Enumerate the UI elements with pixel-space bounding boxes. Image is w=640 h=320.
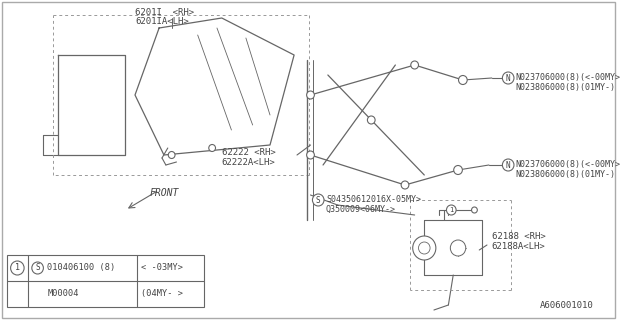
Text: N: N: [506, 161, 511, 170]
Text: N023706000(8)(<-00MY>: N023706000(8)(<-00MY>: [515, 73, 620, 82]
Circle shape: [419, 242, 430, 254]
Circle shape: [401, 181, 409, 189]
Text: 62188A<LH>: 62188A<LH>: [492, 242, 545, 251]
Bar: [7, 255, 204, 307]
Circle shape: [411, 61, 419, 69]
Text: 1: 1: [449, 207, 453, 213]
Text: 6201I  <RH>: 6201I <RH>: [135, 8, 194, 17]
Circle shape: [447, 205, 456, 215]
Circle shape: [502, 159, 514, 171]
Text: S: S: [35, 263, 40, 273]
Text: 62222A<LH>: 62222A<LH>: [222, 158, 276, 167]
Text: FRONT: FRONT: [150, 188, 179, 198]
Circle shape: [209, 145, 216, 151]
Circle shape: [32, 262, 44, 274]
Text: N023806000(8)(01MY-): N023806000(8)(01MY-): [515, 83, 615, 92]
Circle shape: [502, 72, 514, 84]
Text: 6201IA<LH>: 6201IA<LH>: [135, 17, 189, 26]
Text: Q350009<06MY->: Q350009<06MY->: [326, 205, 396, 214]
Text: M00004: M00004: [47, 289, 79, 298]
Circle shape: [458, 76, 467, 84]
Text: < -03MY>: < -03MY>: [141, 263, 183, 272]
Text: 62188 <RH>: 62188 <RH>: [492, 232, 545, 241]
Text: S: S: [316, 196, 321, 204]
Circle shape: [307, 91, 314, 99]
Circle shape: [413, 236, 436, 260]
Circle shape: [454, 165, 462, 174]
Text: A606001010: A606001010: [540, 301, 594, 310]
Circle shape: [307, 151, 314, 159]
Text: (04MY- >: (04MY- >: [141, 289, 183, 298]
Text: N023706000(8)(<-00MY>: N023706000(8)(<-00MY>: [515, 160, 620, 169]
Text: S04350612016X-05MY>: S04350612016X-05MY>: [326, 195, 421, 204]
Circle shape: [367, 116, 375, 124]
Text: 1: 1: [15, 263, 20, 273]
Text: 010406100 (8): 010406100 (8): [47, 263, 115, 272]
Circle shape: [312, 194, 324, 206]
Text: N023806000(8)(01MY-): N023806000(8)(01MY-): [515, 170, 615, 179]
Circle shape: [472, 207, 477, 213]
Text: 62222 <RH>: 62222 <RH>: [222, 148, 276, 157]
Text: N: N: [506, 74, 511, 83]
Circle shape: [11, 261, 24, 275]
Circle shape: [168, 151, 175, 158]
Circle shape: [451, 240, 466, 256]
